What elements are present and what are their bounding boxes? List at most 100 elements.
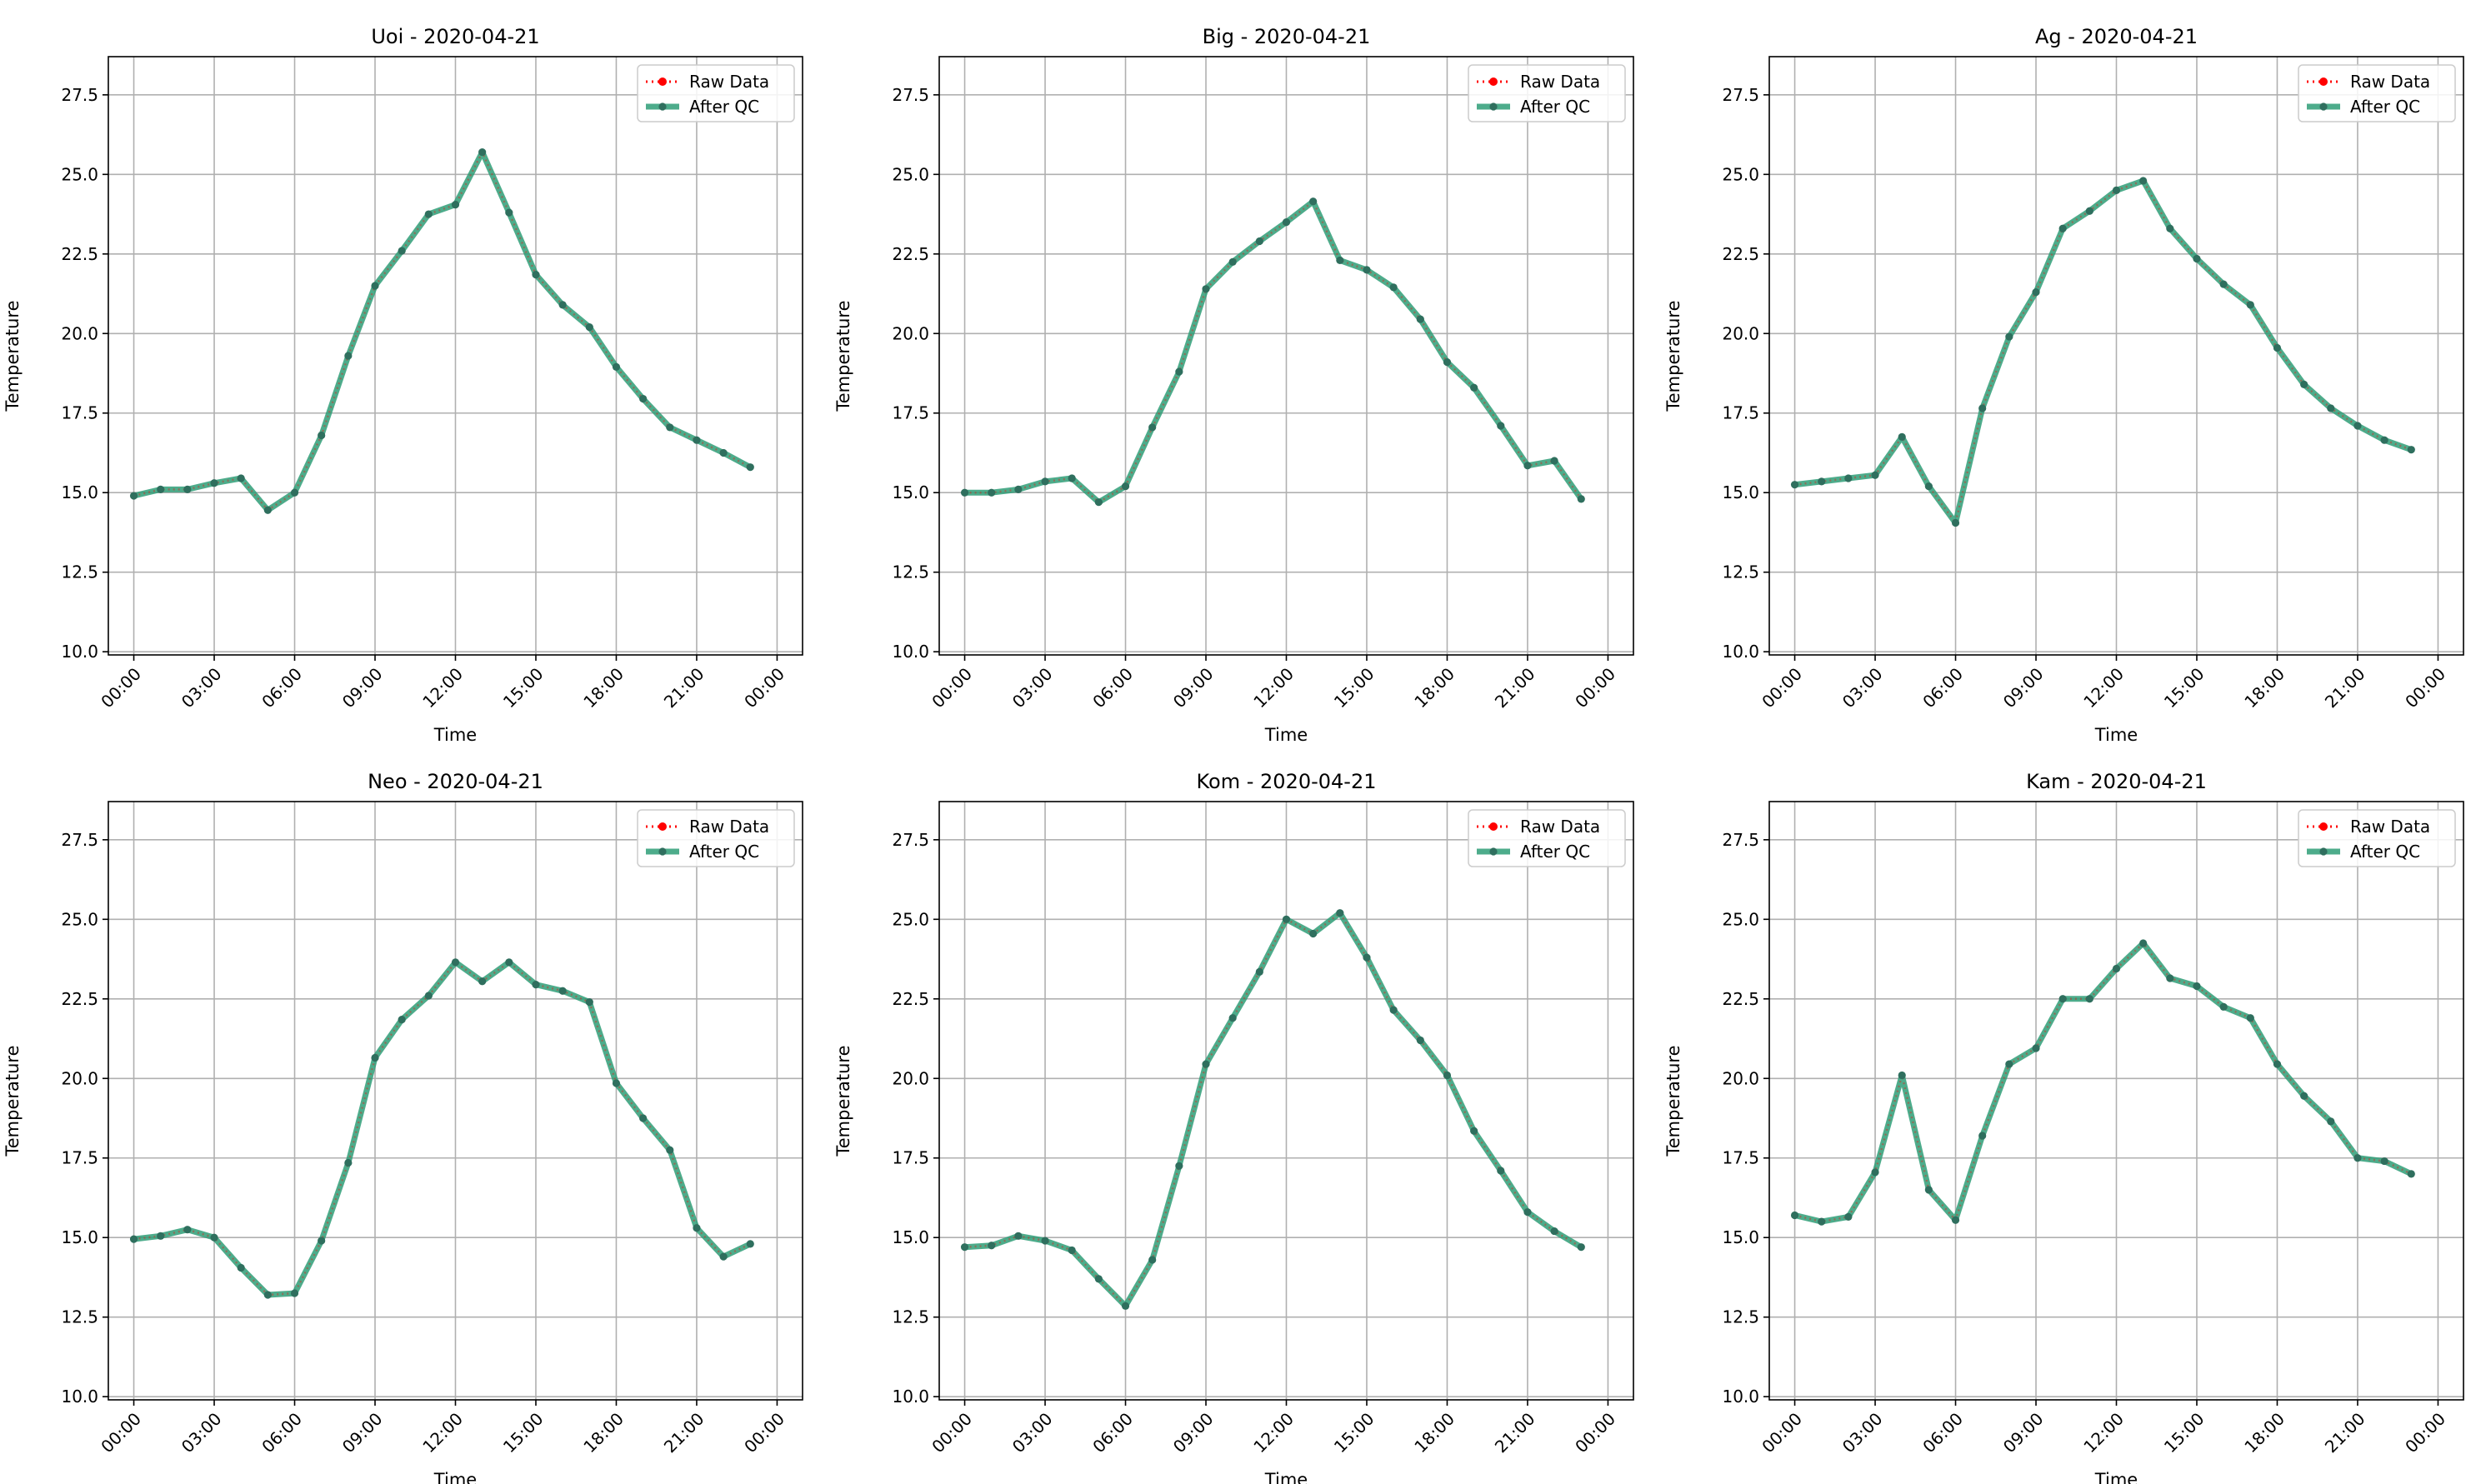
data-point [157,1232,165,1240]
legend-marker-after-qc [1489,102,1498,111]
data-point [1148,1256,1157,1264]
series-line-raw-data [1794,942,2412,1223]
data-point [2193,982,2201,991]
data-point [1175,1162,1183,1170]
data-point [2005,332,2013,341]
data-point [1363,953,1371,962]
y-tick-label: 27.5 [61,85,98,105]
subplot-4: 10.0 12.5 15.0 17.5 20.0 22.5 25.0 27.5 00:00 03:… [3,770,803,1484]
y-tick-label: 25.0 [61,164,98,184]
grid-lines [939,57,1633,655]
data-point [2166,224,2174,232]
data-point [2193,254,2201,263]
x-tick-label: 06:00 [258,1409,306,1457]
data-point [2166,974,2174,982]
data-point [988,488,996,497]
chart-title: Kam - 2020-04-21 [2026,770,2207,793]
data-point [1818,1217,1826,1226]
data-point [612,362,621,371]
series-line-raw-data [1794,179,2412,526]
data-point [639,1114,648,1122]
x-tick-label: 21:00 [2321,664,2369,712]
legend-label-after-qc: After QC [689,842,759,862]
x-tick-label: 06:00 [1088,664,1137,712]
y-tick-label: 20.0 [892,1068,929,1088]
data-point [210,479,218,487]
data-point [1094,1275,1103,1283]
x-tick-label: 09:00 [1999,664,2048,712]
legend-marker-raw-data [658,822,667,831]
data-point [2273,1060,2282,1068]
x-axis-label: Time [2094,1470,2138,1484]
data-point [2246,301,2254,309]
x-tick-label: 12:00 [2079,664,2128,712]
data-point [129,492,138,500]
data-point [1577,1243,1585,1252]
x-tick-label: 00:00 [928,664,976,712]
legend: Raw Data After QC [2298,64,2456,122]
data-point [290,488,299,497]
data-point [746,1240,754,1248]
data-point [2300,1092,2308,1100]
x-tick-label: 15:00 [499,664,548,712]
y-tick-label: 17.5 [892,403,929,423]
data-point [1898,1071,1906,1080]
data-point [2327,1117,2335,1126]
series-line-after-qc [964,198,1584,506]
data-point [639,394,648,403]
data-point [1443,358,1452,367]
subplot-5: 10.0 12.5 15.0 17.5 20.0 22.5 25.0 27.5 00:00 03:… [833,770,1634,1484]
data-point [371,282,379,290]
data-point [2327,404,2335,412]
subplot-6: 10.0 12.5 15.0 17.5 20.0 22.5 25.0 27.5 00:00 03:… [1663,770,2464,1484]
data-point [2353,1154,2362,1162]
data-point [183,1226,192,1234]
data-point [532,271,540,279]
data-point [2219,280,2228,288]
y-tick-label: 15.0 [61,1227,98,1247]
x-tick-label: 21:00 [1491,664,1539,712]
data-point [2273,343,2282,352]
x-tick-label: 03:00 [1838,664,1887,712]
y-tick-label: 10.0 [61,1387,98,1407]
data-point [1094,498,1103,507]
data-point [2058,224,2067,232]
data-point [1871,1168,1879,1177]
legend-label-raw-data: Raw Data [1520,817,1600,837]
legend-marker-after-qc [2319,102,2328,111]
data-point [344,1158,353,1167]
x-tick-label: 06:00 [258,664,306,712]
x-tick-label: 09:00 [338,664,387,712]
y-tick-label: 25.0 [1722,909,1759,929]
y-axis-label: Temperature [3,1045,23,1157]
x-tick-label: 12:00 [2079,1409,2128,1457]
x-tick-label: 18:00 [1410,1409,1458,1457]
series-line-after-qc [1794,177,2413,526]
y-tick-label: 22.5 [61,989,98,1009]
x-tick-label: 18:00 [2240,664,2288,712]
data-point [1844,1212,1853,1221]
data-point [505,958,513,967]
legend-label-raw-data: Raw Data [2350,817,2430,837]
legend-label-after-qc: After QC [2350,97,2420,117]
data-point [424,992,433,1000]
data-point [1121,482,1130,491]
legend-marker-raw-data [658,77,667,86]
x-axis-label: Time [433,725,477,745]
y-tick-label: 15.0 [1722,482,1759,502]
grid-lines [1769,57,2463,655]
data-point [1470,383,1478,392]
y-tick-label: 20.0 [1722,323,1759,343]
x-tick-label: 15:00 [1330,1409,1378,1457]
y-tick-label: 25.0 [61,909,98,929]
data-point [2112,186,2121,195]
data-point [2380,436,2388,444]
data-point [1898,432,1906,441]
y-tick-label: 25.0 [892,909,929,929]
data-point [1202,285,1210,293]
data-point [1818,477,1826,486]
data-point [666,1146,674,1154]
x-tick-label: 03:00 [178,664,226,712]
data-point [532,981,540,989]
data-point [1470,1127,1478,1135]
